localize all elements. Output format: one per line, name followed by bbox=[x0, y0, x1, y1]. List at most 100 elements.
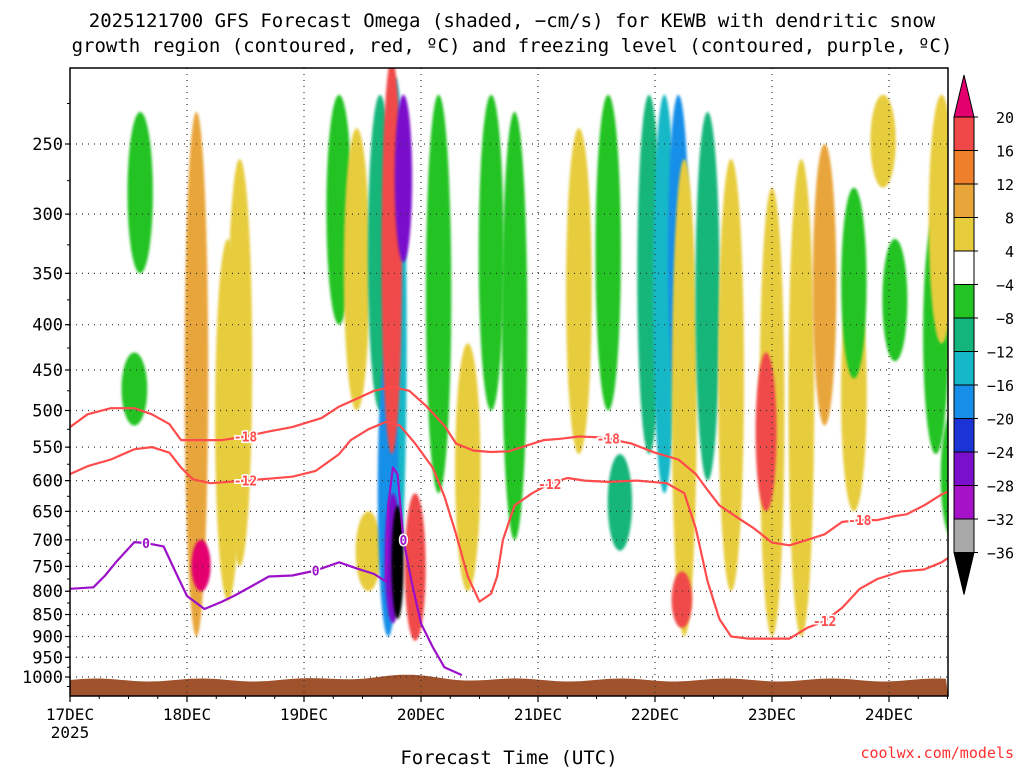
colorbar-label: −8 bbox=[996, 310, 1014, 328]
colorbar-box-13 bbox=[953, 518, 975, 553]
y-tick-label-700: 700 bbox=[32, 531, 63, 551]
omega-blob-5 bbox=[127, 112, 153, 274]
colorbar-box-10 bbox=[953, 418, 975, 453]
temperature-contours: -18 -18 -18 -12 -12 -12 0 0 0 bbox=[70, 385, 948, 677]
contour-label-minus18: -18 bbox=[234, 431, 258, 446]
x-tick-label-23DEC: 23DEC bbox=[748, 705, 796, 724]
terrain-fill bbox=[70, 674, 948, 696]
colorbar-top-arrow bbox=[953, 74, 975, 118]
omega-blob-28 bbox=[671, 571, 693, 628]
omega-blob-19 bbox=[478, 94, 504, 411]
omega-blob-7 bbox=[343, 128, 370, 411]
omega-blob-30 bbox=[718, 159, 744, 592]
x-tick-sublabel: 2025 bbox=[51, 723, 90, 742]
y-tick-label-550: 550 bbox=[32, 438, 63, 458]
omega-shading bbox=[121, 68, 948, 641]
colorbar-box-9 bbox=[953, 384, 975, 419]
omega-blob-27 bbox=[671, 159, 697, 637]
omega-blob-20 bbox=[501, 111, 528, 540]
colorbar-label: −12 bbox=[987, 344, 1014, 362]
colorbar-label: −16 bbox=[987, 377, 1014, 395]
omega-blob-33 bbox=[788, 159, 815, 637]
colorbar-box-3 bbox=[953, 183, 975, 218]
colorbar-box-2 bbox=[953, 150, 975, 185]
colorbar-box-7 bbox=[953, 317, 975, 352]
omega-blob-34 bbox=[812, 143, 837, 426]
omega-blob-8 bbox=[355, 511, 381, 592]
contour-label-minus12: -12 bbox=[813, 615, 836, 630]
x-tick-label-18DEC: 18DEC bbox=[163, 705, 211, 724]
y-tick-label-500: 500 bbox=[32, 402, 63, 422]
contour-label-zero: 0 bbox=[312, 564, 320, 579]
colorbar-box-5 bbox=[953, 250, 975, 285]
colorbar: 20 16 12 8 4 −4 −8 −12 −16 −20 −24 −28 −32 −36 bbox=[953, 74, 1014, 595]
y-tick-label-950: 950 bbox=[32, 648, 63, 668]
y-tick-label-850: 850 bbox=[32, 606, 63, 626]
colorbar-label: 4 bbox=[1005, 243, 1014, 261]
omega-blob-1 bbox=[191, 539, 211, 592]
contour-minus12 bbox=[70, 420, 948, 640]
colorbar-box-11 bbox=[953, 451, 975, 486]
colorbar-label: −24 bbox=[987, 444, 1014, 462]
x-tick-label-21DEC: 21DEC bbox=[514, 705, 562, 724]
y-axis: 2503003504004505005506006507007508008509… bbox=[22, 102, 70, 688]
colorbar-box-4 bbox=[953, 217, 975, 252]
y-tick-label-450: 450 bbox=[32, 361, 63, 381]
y-tick-label-400: 400 bbox=[32, 316, 63, 336]
colorbar-label: 8 bbox=[1005, 210, 1014, 228]
y-tick-label-300: 300 bbox=[32, 205, 63, 225]
terrain-surface bbox=[70, 674, 948, 696]
colorbar-bottom-arrow bbox=[953, 552, 975, 595]
omega-blob-17 bbox=[425, 94, 452, 494]
contour-label-minus18: -18 bbox=[848, 514, 872, 529]
colorbar-label: −4 bbox=[996, 277, 1014, 295]
colorbar-label: 20 bbox=[996, 109, 1014, 127]
x-tick-label-20DEC: 20DEC bbox=[397, 705, 445, 724]
omega-blob-29 bbox=[695, 111, 720, 481]
y-tick-label-900: 900 bbox=[32, 627, 63, 647]
colorbar-label: −28 bbox=[987, 478, 1014, 496]
colorbar-box-6 bbox=[953, 284, 975, 319]
colorbar-label: −20 bbox=[987, 411, 1014, 429]
contour-label-minus12: -12 bbox=[538, 478, 561, 493]
chart-title-line1: 2025121700 GFS Forecast Omega (shaded, −… bbox=[89, 10, 936, 32]
omega-blob-13 bbox=[391, 505, 404, 619]
y-tick-label-1000: 1000 bbox=[22, 668, 63, 688]
colorbar-label: −36 bbox=[987, 545, 1014, 563]
x-tick-label-22DEC: 22DEC bbox=[631, 705, 679, 724]
omega-blob-36 bbox=[841, 187, 867, 379]
contour-label-minus18: -18 bbox=[596, 433, 620, 448]
omega-blob-32 bbox=[755, 352, 777, 512]
y-tick-label-750: 750 bbox=[32, 557, 63, 577]
y-tick-label-600: 600 bbox=[32, 472, 63, 492]
gridlines bbox=[70, 68, 948, 696]
colorbar-label: −32 bbox=[987, 511, 1014, 529]
x-tick-label-19DEC: 19DEC bbox=[280, 705, 328, 724]
omega-blob-38 bbox=[882, 238, 908, 362]
omega-blob-15 bbox=[394, 94, 413, 263]
colorbar-box-8 bbox=[953, 351, 975, 386]
contour-minus18 bbox=[70, 385, 948, 547]
x-axis-label: Forecast Time (UTC) bbox=[400, 747, 617, 768]
y-tick-label-800: 800 bbox=[32, 582, 63, 602]
omega-blob-0 bbox=[184, 111, 209, 637]
chart-title-line2: growth region (contoured, red, ºC) and f… bbox=[72, 35, 953, 57]
colorbar-box-12 bbox=[953, 485, 975, 520]
omega-blob-41 bbox=[940, 416, 948, 534]
y-tick-label-650: 650 bbox=[32, 502, 63, 522]
y-tick-label-350: 350 bbox=[32, 264, 63, 284]
omega-blob-40 bbox=[928, 94, 948, 344]
colorbar-box-1 bbox=[953, 116, 975, 151]
y-tick-label-250: 250 bbox=[32, 135, 63, 155]
omega-blob-3 bbox=[215, 238, 241, 601]
omega-blob-22 bbox=[595, 94, 621, 411]
x-tick-label-17DEC: 17DEC bbox=[46, 705, 94, 724]
omega-blob-21 bbox=[566, 128, 592, 455]
credit-link[interactable]: coolwx.com/models bbox=[860, 744, 1014, 762]
contour-label-minus12: -12 bbox=[234, 475, 257, 490]
omega-blob-37 bbox=[870, 94, 896, 188]
contour-label-zero: 0 bbox=[142, 537, 150, 552]
colorbar-label: 12 bbox=[996, 176, 1014, 194]
